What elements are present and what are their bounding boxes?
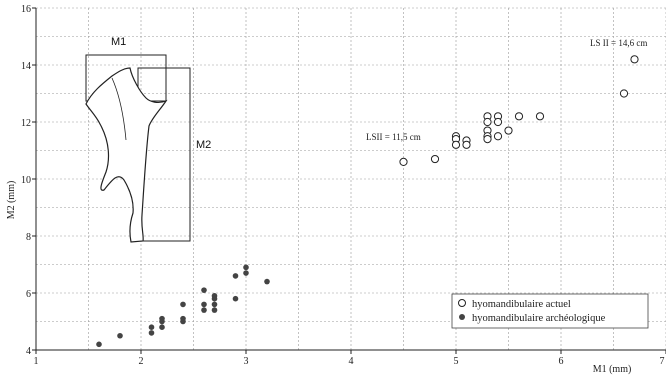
data-point-actuel — [630, 55, 639, 64]
y-tick-label: 8 — [26, 232, 31, 243]
x-axis-label: M1 (mm) — [593, 364, 632, 375]
data-point-archeologique — [201, 301, 207, 308]
annotation-lsii-11-5: LSII = 11,5 cm — [366, 132, 421, 142]
annotation-ls-ii-14-6: LS II = 14,6 cm — [590, 38, 647, 48]
data-point-archeologique — [264, 278, 270, 285]
data-point-archeologique — [148, 324, 155, 331]
y-tick-label: 12 — [21, 118, 31, 129]
data-point-actuel — [514, 112, 524, 121]
inset-label-m2: M2 — [196, 139, 211, 151]
x-tick-label: 4 — [349, 356, 354, 367]
data-point-archeologique — [159, 315, 165, 322]
data-point-archeologique — [243, 270, 249, 276]
y-tick-labels: 4 6 8 10 12 14 16 — [21, 4, 36, 357]
data-point-archeologique — [232, 295, 239, 302]
data-point-actuel — [493, 132, 503, 141]
data-point-actuel — [451, 140, 461, 149]
data-point-actuel — [483, 117, 492, 127]
data-point-archeologique — [117, 332, 123, 339]
data-point-actuel — [462, 140, 471, 149]
data-point-actuel — [399, 157, 408, 166]
y-tick-label: 4 — [26, 346, 31, 357]
legend-open-circle-icon — [458, 299, 466, 307]
data-point-archeologique — [232, 273, 239, 279]
y-axis-label: M2 (mm) — [6, 181, 17, 220]
series-hyomandibulaire-actuel — [399, 55, 639, 166]
inset-label-m1: M1 — [111, 36, 126, 48]
series-hyomandibulaire-archeologique — [96, 264, 270, 348]
y-tick-label: 10 — [21, 175, 31, 186]
data-point-actuel — [493, 117, 503, 127]
bone-ridge-line — [111, 77, 127, 141]
data-point-archeologique — [211, 293, 218, 299]
data-point-actuel — [430, 154, 440, 164]
data-point-archeologique — [211, 301, 218, 308]
data-point-archeologique — [96, 341, 102, 348]
data-point-archeologique — [180, 301, 186, 308]
x-tick-label: 2 — [139, 356, 144, 367]
data-point-actuel — [483, 135, 492, 144]
x-tick-label: 1 — [34, 356, 39, 367]
data-point-actuel — [535, 112, 545, 121]
x-tick-label: 3 — [244, 356, 249, 367]
data-point-archeologique — [201, 287, 207, 293]
x-tick-label: 7 — [660, 356, 665, 367]
data-point-archeologique — [201, 307, 207, 313]
legend-filled-circle-icon — [459, 314, 465, 320]
data-point-archeologique — [159, 324, 165, 331]
data-point-archeologique — [211, 307, 218, 313]
data-point-actuel — [504, 126, 513, 135]
y-tick-label: 16 — [21, 4, 31, 15]
legend-label-archeologique: hyomandibulaire archéologique — [472, 313, 606, 324]
x-tick-labels: 1 2 3 4 5 6 7 — [34, 350, 666, 367]
data-point-archeologique — [180, 315, 186, 322]
y-tick-label: 14 — [21, 61, 31, 72]
bone-outline-icon — [85, 67, 168, 243]
inset-bone-diagram: M1 M2 — [85, 36, 211, 243]
x-tick-label: 6 — [559, 356, 564, 367]
legend: hyomandibulaire actuel hyomandibulaire a… — [451, 293, 649, 329]
data-point-archeologique — [243, 264, 249, 271]
data-point-actuel — [619, 89, 629, 98]
x-tick-label: 5 — [454, 356, 459, 367]
legend-box — [451, 293, 649, 329]
data-point-archeologique — [148, 330, 155, 336]
legend-label-actuel: hyomandibulaire actuel — [472, 299, 571, 310]
y-tick-label: 6 — [26, 289, 31, 300]
